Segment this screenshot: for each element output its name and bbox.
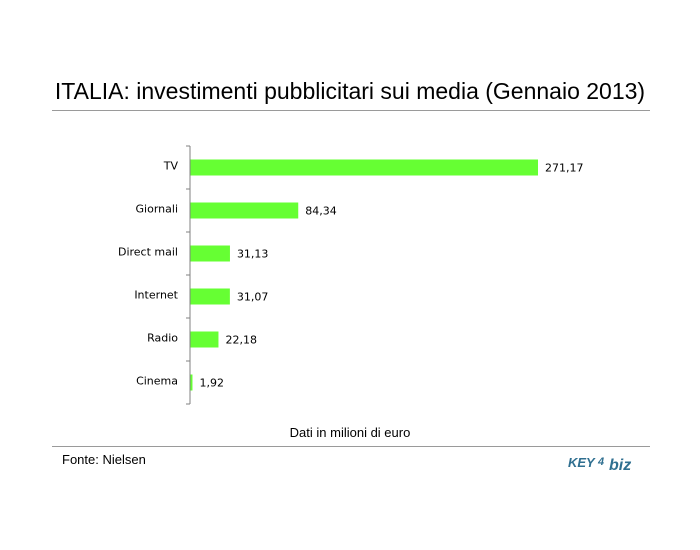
key4biz-logo: KEY 4 biz: [568, 455, 631, 474]
title-rule: [52, 110, 650, 111]
bar: [190, 159, 538, 176]
bar: [190, 331, 219, 348]
value-label: 84,34: [305, 205, 337, 218]
category-label: Internet: [134, 289, 178, 302]
unit-note: Dati in milioni di euro: [289, 425, 411, 440]
value-label: 31,13: [237, 248, 269, 261]
bar: [190, 202, 299, 219]
value-label: 31,07: [237, 291, 268, 304]
bar-chart: TV 271,17 Giornali 84,34 Direct mail 31,13 Int…: [118, 145, 584, 405]
category-label: TV: [163, 160, 179, 173]
svg-text:KEY: KEY: [568, 455, 596, 470]
bar: [190, 288, 230, 305]
category-label: Radio: [147, 332, 178, 345]
bar: [190, 245, 230, 262]
bar: [190, 374, 193, 391]
category-label: Cinema: [136, 375, 178, 388]
category-label: Giornali: [136, 203, 178, 216]
svg-text:biz: biz: [609, 457, 631, 474]
source-text: Fonte: Nielsen: [62, 452, 146, 467]
value-label: 22,18: [225, 334, 257, 347]
svg-text:4: 4: [597, 456, 604, 468]
chart-title: ITALIA: investimenti pubblicitari sui me…: [54, 78, 646, 104]
category-label: Direct mail: [118, 246, 178, 259]
value-label: 1,92: [199, 377, 224, 390]
value-label: 271,17: [545, 162, 584, 175]
footer-rule: [52, 446, 650, 447]
